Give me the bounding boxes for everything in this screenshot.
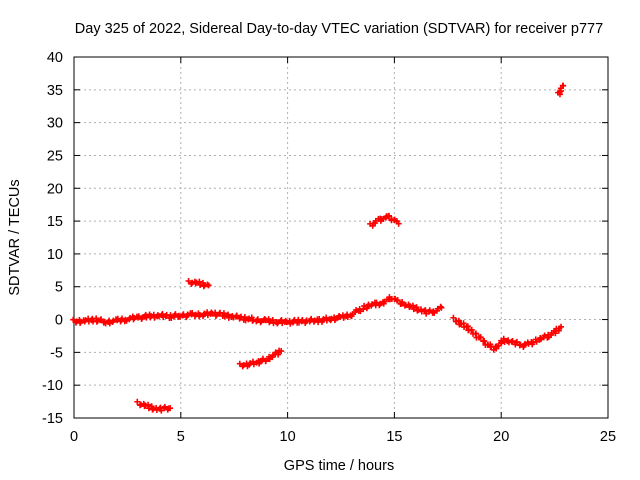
x-tick-label: 20 <box>493 429 509 445</box>
y-tick-label: 35 <box>47 83 63 99</box>
y-tick-label: 40 <box>47 50 63 66</box>
y-tick-label: 25 <box>47 148 63 164</box>
data-marker <box>196 278 203 285</box>
data-marker <box>513 338 520 345</box>
y-tick-label: 5 <box>55 280 63 296</box>
x-tick-label: 5 <box>177 429 185 445</box>
data-marker <box>254 316 261 323</box>
chart-title: Day 325 of 2022, Sidereal Day-to-day VTE… <box>75 21 603 37</box>
series-late-trace <box>450 314 565 353</box>
data-marker <box>145 401 152 408</box>
x-tick-label: 10 <box>280 429 296 445</box>
data-marker <box>150 405 157 412</box>
data-marker <box>477 334 484 341</box>
data-marker <box>205 282 212 289</box>
data-marker <box>134 398 141 405</box>
series-segment-e <box>555 82 567 98</box>
data-marker <box>409 302 416 309</box>
y-tick-label: 10 <box>47 247 63 263</box>
y-tick-label: -10 <box>42 378 63 394</box>
data-points <box>70 82 567 414</box>
data-marker <box>558 323 565 330</box>
data-marker <box>98 316 105 323</box>
data-marker <box>437 303 444 310</box>
data-marker <box>438 304 445 311</box>
data-marker <box>394 297 401 304</box>
data-marker <box>468 326 475 333</box>
y-tick-label: 15 <box>47 214 63 230</box>
data-marker <box>395 220 402 227</box>
data-marker <box>200 283 207 290</box>
x-tick-label: 15 <box>386 429 402 445</box>
series-segment-b <box>185 277 212 290</box>
series-main-trace <box>70 294 445 327</box>
series-segment-d <box>367 212 402 229</box>
grid-lines <box>74 57 608 418</box>
data-marker <box>500 335 507 342</box>
y-tick-label: 20 <box>47 181 63 197</box>
data-marker <box>161 403 168 410</box>
data-marker <box>360 306 367 313</box>
data-marker <box>450 314 457 321</box>
axis-ticks: 0 5 10 15 20 25 -15 -10 -5 0 5 10 15 20 25 30 35 40 <box>42 50 616 445</box>
data-marker <box>399 298 406 305</box>
x-tick-label: 0 <box>70 429 78 445</box>
y-tick-label: -5 <box>50 345 63 361</box>
data-marker <box>509 337 516 344</box>
data-marker <box>167 405 174 412</box>
y-tick-label: 0 <box>55 313 63 329</box>
data-marker <box>481 337 488 344</box>
x-axis-label: GPS time / hours <box>284 458 394 474</box>
data-marker <box>233 312 240 319</box>
y-axis-label: SDTVAR / TECUs <box>7 179 23 295</box>
x-tick-label: 25 <box>600 429 616 445</box>
y-tick-label: -15 <box>42 411 63 427</box>
data-marker <box>353 307 360 314</box>
data-marker <box>278 348 285 355</box>
y-tick-label: 30 <box>47 116 63 132</box>
data-marker <box>386 212 393 219</box>
data-marker <box>193 279 200 286</box>
data-marker <box>185 277 192 284</box>
series-segment-c <box>236 347 285 370</box>
data-marker <box>560 82 567 89</box>
data-marker <box>192 280 199 287</box>
plot-frame <box>73 56 609 419</box>
series-segment-a <box>134 398 174 414</box>
